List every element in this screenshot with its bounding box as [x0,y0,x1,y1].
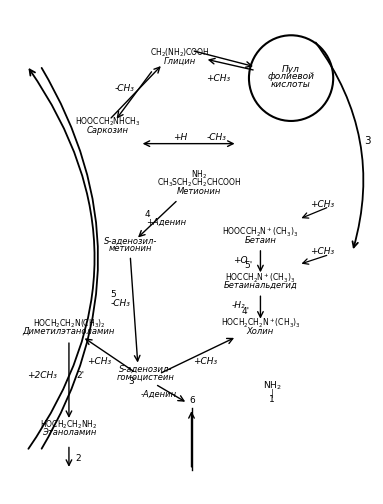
Text: 6: 6 [190,396,196,405]
Text: +H: +H [173,133,187,142]
Text: Бетаин: Бетаин [244,236,277,245]
Text: CH$_3$SCH$_2$CH$_2$CHCOOH: CH$_3$SCH$_2$CH$_2$CHCOOH [157,177,241,189]
Text: Метионин: Метионин [177,186,221,196]
Text: +CH₃: +CH₃ [88,357,111,366]
Text: Холин: Холин [247,327,274,336]
Text: +2CH₃: +2CH₃ [27,371,57,380]
Text: +CH₃: +CH₃ [310,200,334,209]
Text: -CH₃: -CH₃ [115,84,134,93]
Text: +CH₃: +CH₃ [206,74,230,83]
Text: Диметилэтаноламин: Диметилэтаноламин [23,327,115,336]
Text: 4: 4 [145,210,150,219]
Text: 2': 2' [76,371,85,380]
Text: +Аденин: +Аденин [147,218,187,227]
Text: +O: +O [233,256,248,265]
Text: метионин: метионин [108,244,152,253]
Text: -CH₃: -CH₃ [206,133,226,142]
Text: NH$_2$: NH$_2$ [263,380,281,392]
Text: 3: 3 [364,136,371,146]
Text: HOCCH$_2$N$^+$(CH$_3$)$_3$: HOCCH$_2$N$^+$(CH$_3$)$_3$ [225,272,296,285]
Text: кислоты: кислоты [271,80,311,89]
Text: HOOCCH$_2$N$^+$(CH$_3$)$_3$: HOOCCH$_2$N$^+$(CH$_3$)$_3$ [222,226,299,239]
Text: HOCH$_2$CH$_2$N(CH$_3$)$_2$: HOCH$_2$CH$_2$N(CH$_3$)$_2$ [33,318,105,330]
Text: 5': 5' [244,261,252,270]
Text: 2: 2 [76,454,81,463]
Text: гомоцистеин: гомоцистеин [116,372,175,382]
Text: NH$_2$: NH$_2$ [191,169,207,181]
Text: HOCH$_2$CH$_2$N$^+$(CH$_3$)$_3$: HOCH$_2$CH$_2$N$^+$(CH$_3$)$_3$ [221,317,300,330]
Text: -Аденин: -Аденин [141,390,177,399]
Text: Глицин: Глицин [164,57,196,66]
Text: +CH₃: +CH₃ [193,357,217,366]
Text: S-аденозил-: S-аденозил- [103,236,157,245]
FancyArrowPatch shape [42,68,98,449]
Text: Этаноламин: Этаноламин [42,428,96,437]
Text: -H₂: -H₂ [231,301,245,310]
Text: CH$_2$(NH$_2$)COOH: CH$_2$(NH$_2$)COOH [150,47,210,59]
Text: |: | [271,389,273,398]
Text: HOOCCH$_2$NHCH$_3$: HOOCCH$_2$NHCH$_3$ [75,116,140,128]
Text: 1: 1 [269,395,275,404]
Text: 5: 5 [110,290,116,299]
Text: Бетаинальдегид: Бетаинальдегид [224,281,297,290]
Text: Пул: Пул [282,65,300,74]
Text: +CH₃: +CH₃ [310,247,334,257]
Text: Саркозин: Саркозин [86,125,128,135]
Text: S-аденозил-: S-аденозил- [119,365,172,374]
Text: 4': 4' [242,307,250,316]
Text: -CH₃: -CH₃ [111,299,131,308]
Text: 3': 3' [128,377,136,386]
Text: HOCH$_2$CH$_2$NH$_2$: HOCH$_2$CH$_2$NH$_2$ [40,419,98,431]
Text: фолиевой: фолиевой [268,72,314,81]
